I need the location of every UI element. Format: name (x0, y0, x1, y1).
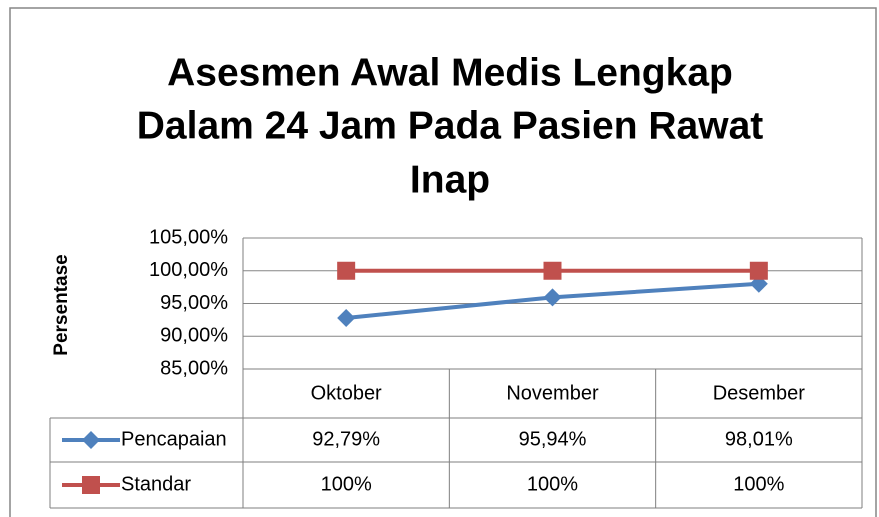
table-value: 98,01% (725, 428, 793, 450)
y-tick-label: 95,00% (160, 292, 228, 314)
y-tick-label: 85,00% (160, 357, 228, 379)
category-label: Oktober (311, 382, 382, 404)
chart-border (9, 7, 877, 517)
table-value: 100% (733, 473, 784, 495)
y-tick-label: 100,00% (149, 259, 228, 281)
legend-label: Standar (121, 473, 191, 495)
table-value: 100% (321, 473, 372, 495)
category-label: November (506, 382, 599, 404)
legend-marker (82, 431, 100, 449)
table-value: 95,94% (519, 428, 587, 450)
chart-title: Inap (410, 158, 490, 201)
marker (543, 288, 562, 307)
marker (543, 261, 562, 280)
table-value: 92,79% (312, 428, 380, 450)
table-value: 100% (527, 473, 578, 495)
y-tick-label: 90,00% (160, 325, 228, 347)
marker (337, 261, 356, 280)
legend-label: Pencapaian (121, 428, 227, 450)
y-axis-label: Persentase (51, 254, 72, 355)
y-tick-label: 105,00% (149, 226, 228, 248)
marker (337, 308, 356, 327)
category-label: Desember (713, 382, 806, 404)
chart-title: Dalam 24 Jam Pada Pasien Rawat (137, 104, 764, 147)
marker (749, 261, 768, 280)
legend-marker (82, 476, 100, 494)
chart-title: Asesmen Awal Medis Lengkap (167, 51, 733, 94)
